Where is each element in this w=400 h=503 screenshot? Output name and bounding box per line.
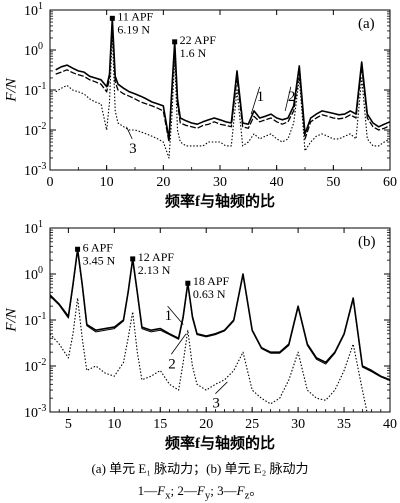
y-axis-title: F/N (3, 77, 19, 102)
peak-label-order: 11 APF (117, 9, 153, 23)
series-line-2 (50, 249, 390, 382)
x-tick-label: 0 (47, 175, 54, 190)
chart-panel-b: 5 10 15 20 25 30 35 40 10-3 10-2 10-1 100 101 6 APF3.… (3, 219, 397, 452)
y-axis-title: F/N (3, 307, 19, 332)
x-axis-title: 频率f与轴频的比 (165, 434, 275, 452)
peak-marker (172, 39, 178, 45)
series-line-2 (55, 21, 390, 143)
x-tick-label: 30 (213, 175, 227, 190)
y-tick-label: 100 (24, 41, 43, 59)
peak-label-value: 6.19 N (117, 22, 150, 36)
y-tick-label: 101 (24, 1, 43, 19)
peak-label-value: 3.45 N (83, 253, 116, 267)
curve-leader (167, 305, 184, 325)
x-tick-label: 35 (337, 417, 351, 432)
panel-label: (b) (358, 234, 376, 250)
peak-label-order: 6 APF (83, 240, 114, 254)
curve-leader (284, 86, 292, 112)
peak-marker (109, 15, 115, 21)
curve-label: 3 (129, 141, 137, 157)
curve-leader (215, 381, 228, 394)
y-tick-label: 10-1 (24, 81, 46, 99)
curve-label: 3 (212, 396, 220, 412)
panel-label: (a) (358, 16, 375, 32)
series-line-1 (50, 248, 390, 381)
peak-label-value: 2.13 N (138, 263, 171, 277)
peak-label-value: 0.63 N (193, 287, 226, 301)
x-tick-label: 60 (383, 175, 397, 190)
y-tick-label: 101 (24, 219, 43, 237)
curve-leader (126, 126, 133, 140)
series-group (55, 17, 390, 159)
x-tick-label: 50 (326, 175, 340, 190)
x-tick-label: 10 (107, 417, 121, 432)
x-tick-label: 40 (270, 175, 284, 190)
peak-marker (75, 246, 81, 252)
curve-label: 2 (168, 356, 176, 372)
curve-leader (170, 333, 187, 355)
series-line-3 (50, 297, 368, 412)
x-axis-title: 频率f与轴频的比 (165, 192, 275, 210)
curve-label: 1 (257, 89, 265, 105)
x-tick-label: 30 (291, 417, 305, 432)
curve-leader (250, 86, 261, 115)
x-tick-label: 10 (100, 175, 114, 190)
plot-frame (49, 9, 391, 171)
curve-label: 1 (165, 308, 173, 324)
x-tick-label: 15 (153, 417, 167, 432)
y-tick-label: 10-1 (24, 311, 46, 329)
x-tick-label: 20 (156, 175, 170, 190)
figure-caption-line-2: 1—Fx; 2—Fy; 3—Fz。 (137, 483, 263, 502)
series-line-3 (55, 33, 390, 159)
peak-label-order: 18 APF (193, 274, 230, 288)
y-tick-label: 10-3 (24, 161, 46, 179)
y-tick-label: 10-3 (24, 403, 46, 421)
peak-label-value: 1.6 N (180, 46, 207, 60)
y-tick-label: 10-2 (24, 357, 46, 375)
series-group (50, 248, 390, 412)
series-line-1 (55, 17, 390, 140)
peak-label-order: 22 APF (180, 33, 217, 47)
peak-marker (185, 280, 191, 286)
x-tick-label: 25 (245, 417, 259, 432)
curve-label: 2 (288, 89, 296, 105)
y-tick-label: 100 (24, 265, 43, 283)
x-tick-label: 40 (383, 417, 397, 432)
chart-panel-a: 0 10 20 30 40 50 60 10-3 10-2 10-1 100 101 11 APF6.1… (3, 1, 397, 210)
x-tick-label: 20 (199, 417, 213, 432)
peak-label-order: 12 APF (138, 250, 175, 264)
x-tick-label: 5 (65, 417, 72, 432)
y-tick-label: 10-2 (24, 121, 46, 139)
peak-marker (130, 256, 136, 262)
figure-caption-line-1: (a) 单元 E₁ 脉动力；(b) 单元 E₂ 脉动力 (91, 461, 309, 476)
